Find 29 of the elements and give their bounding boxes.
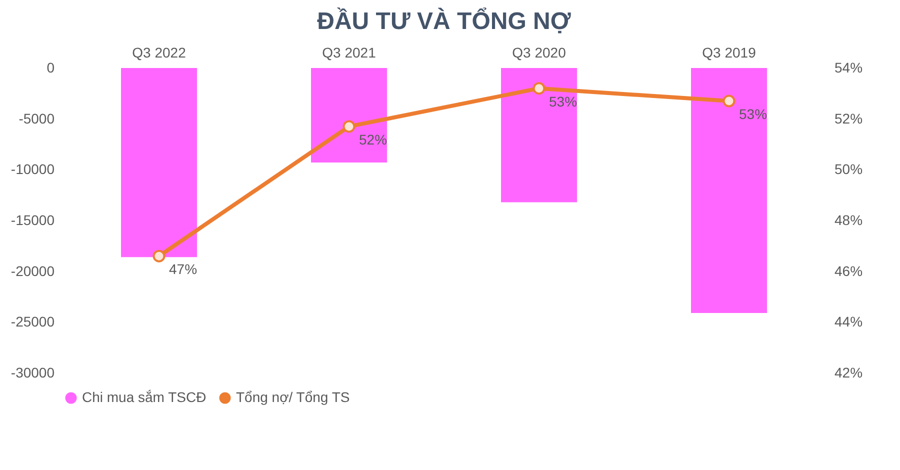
y2-tick-label: 46%	[834, 262, 863, 279]
y2-tick-label: 50%	[834, 161, 863, 178]
y-tick-label: -25000	[10, 314, 55, 330]
data-label: 47%	[169, 261, 198, 278]
data-label: 53%	[739, 106, 768, 122]
x-tick-label: Q3 2020	[512, 44, 566, 60]
y-tick-label: 0	[46, 60, 55, 76]
point	[342, 120, 356, 133]
y2-tick-label: 48%	[834, 212, 863, 228]
y2-tick-label: 54%	[834, 60, 863, 76]
data-label: 52%	[359, 131, 388, 148]
point	[152, 250, 166, 262]
legend-label: Tổng nợ/ Tổng TS	[236, 389, 350, 405]
y2-tick-label: 42%	[834, 364, 863, 380]
y2-tick-label: 52%	[834, 110, 863, 126]
x-tick-label: Q3 2021	[322, 44, 376, 60]
chart-title: ĐẦU TƯ VÀ TỔNG NỢ	[317, 7, 572, 35]
point	[722, 94, 736, 108]
y2-tick-label: 44%	[834, 314, 863, 330]
x-tick-label: Q3 2019	[702, 44, 756, 60]
legend-label: Chi mua sắm TSCĐ	[82, 389, 206, 405]
y-tick-label: -20000	[10, 262, 55, 279]
y-tick-label: -5000	[18, 110, 55, 126]
data-label: 53%	[549, 93, 578, 110]
y-tick-label: -30000	[10, 364, 55, 380]
point	[532, 82, 546, 95]
x-tick-label: Q3 2022	[132, 44, 186, 60]
y-tick-label: -10000	[10, 161, 55, 178]
y-tick-label: -15000	[10, 212, 55, 228]
